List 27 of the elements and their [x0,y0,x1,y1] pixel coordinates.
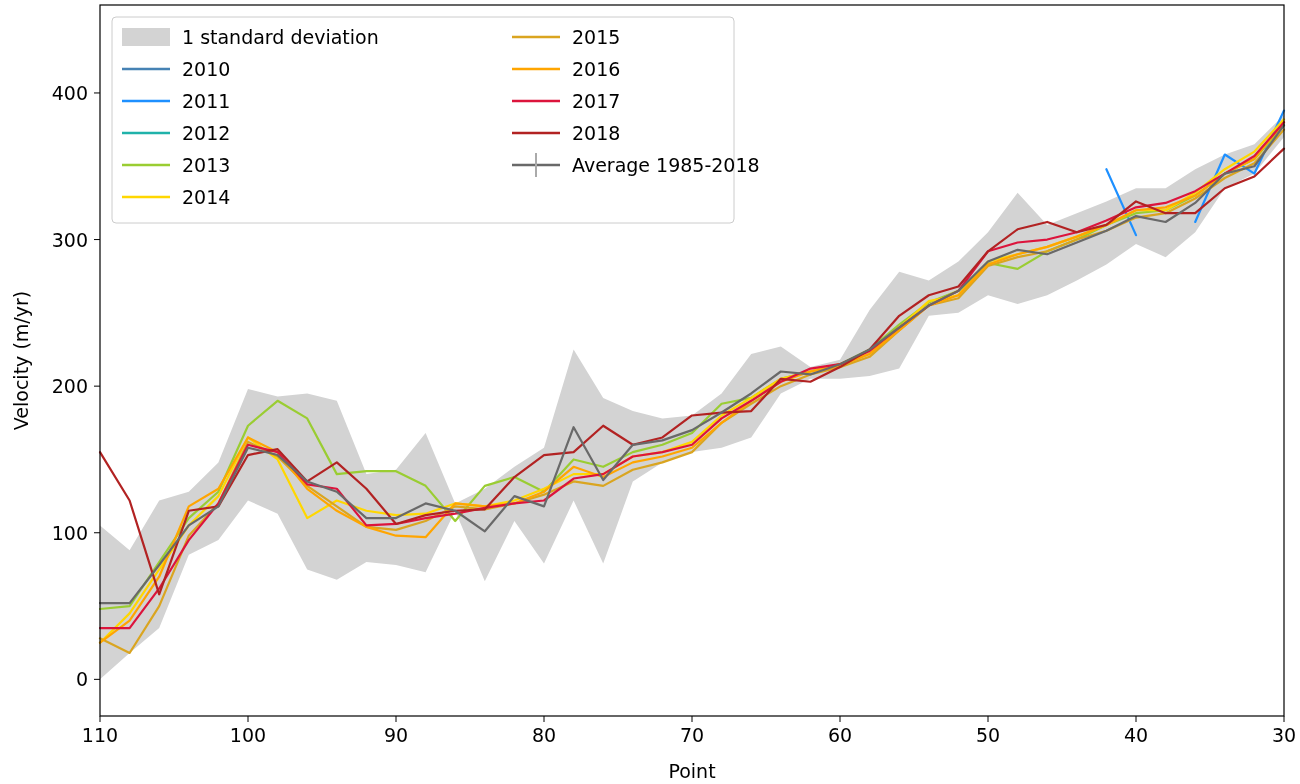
x-tick-label: 110 [81,724,119,746]
x-tick-label: 70 [679,724,705,746]
y-tick-label: 300 [51,228,88,251]
x-tick-label: 50 [975,724,1001,746]
annotation: 1 standard deviation [182,26,379,48]
legend-label: 2015 [572,26,621,48]
legend-label: 2014 [182,186,231,208]
y-tick-label: 100 [51,521,88,544]
legend-label: 2016 [572,58,621,80]
legend-label: 2018 [572,122,621,144]
x-axis-title: Point [668,760,716,782]
y-tick-label: 400 [51,81,88,104]
x-tick-label: 30 [1271,724,1297,746]
legend-label: 2013 [182,154,231,176]
x-tick-label: 80 [531,724,557,746]
legend-label: 2017 [572,90,621,112]
y-tick-label: 200 [51,375,88,398]
y-tick-label: 0 [75,668,88,691]
x-tick-label: 90 [383,724,409,746]
x-tick-label: 40 [1123,724,1149,746]
legend-label: 2011 [182,90,231,112]
legend-label: 2012 [182,122,231,144]
legend-label: 2010 [182,58,231,80]
x-tick-label: 60 [827,724,853,746]
y-axis-title: Velocity (m/yr) [10,290,32,431]
legend-label: Average 1985-2018 [572,154,760,176]
x-tick-label: 100 [229,724,267,746]
